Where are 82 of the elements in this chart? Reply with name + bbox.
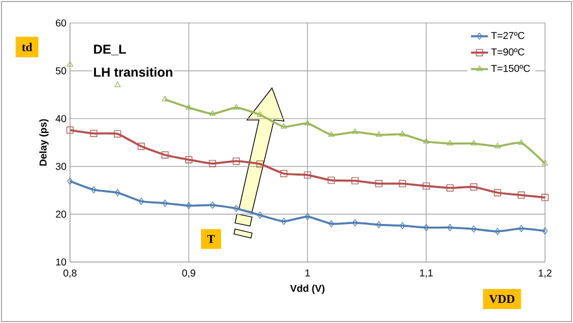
point — [328, 220, 334, 228]
point — [91, 186, 97, 194]
point — [352, 128, 358, 134]
point — [234, 204, 240, 212]
legend-label: T=150ºC — [491, 64, 530, 72]
point — [210, 202, 216, 209]
y-tick-label: 30 — [56, 162, 66, 170]
point — [186, 202, 192, 210]
text: td — [22, 42, 32, 52]
point — [162, 96, 168, 102]
point — [351, 177, 359, 184]
point — [423, 138, 430, 144]
point — [66, 126, 74, 134]
point — [208, 160, 216, 168]
x-axis-title: Vdd (V) — [290, 284, 324, 294]
point — [446, 184, 454, 192]
point — [280, 170, 288, 178]
point — [518, 139, 524, 145]
point — [376, 131, 382, 137]
point — [352, 219, 358, 226]
point — [162, 200, 168, 207]
point — [494, 189, 502, 196]
point — [114, 189, 120, 196]
point — [494, 142, 501, 148]
legend-label: T=27ºC — [491, 32, 524, 40]
annotation: LH transition — [94, 67, 172, 77]
point — [328, 176, 335, 184]
point — [399, 130, 406, 136]
point — [280, 123, 287, 129]
point — [304, 120, 311, 126]
point — [471, 225, 477, 233]
point — [67, 178, 73, 185]
point — [257, 212, 263, 219]
annotation: DE_L — [94, 44, 126, 56]
y-tick-label: 10 — [56, 258, 66, 266]
point — [209, 110, 216, 116]
point — [281, 218, 287, 225]
y-tick-label: 50 — [56, 67, 66, 74]
y-axis-title: Delay (ps) — [39, 119, 49, 166]
point — [304, 171, 312, 179]
text: VDD — [489, 294, 514, 304]
x-tick-label: 1,2 — [538, 270, 552, 278]
point — [376, 221, 382, 228]
point — [90, 130, 98, 137]
point — [185, 156, 192, 164]
point — [398, 180, 406, 188]
y-tick-label: 60 — [56, 19, 66, 27]
point — [518, 224, 524, 232]
point — [114, 130, 122, 138]
legend-label: T=90ºC — [491, 48, 524, 56]
point — [186, 104, 192, 110]
point — [138, 142, 145, 150]
point — [470, 140, 477, 146]
point — [470, 183, 478, 191]
point — [400, 222, 406, 230]
point — [304, 213, 310, 220]
point — [328, 131, 334, 137]
point — [541, 194, 549, 202]
annotation: T — [207, 235, 215, 243]
y-tick-label: 20 — [56, 210, 66, 218]
point — [518, 192, 525, 199]
x-tick-label: 1 — [306, 270, 310, 276]
point — [447, 224, 453, 232]
point — [233, 104, 240, 110]
point — [256, 160, 264, 168]
x-tick-label: 1,1 — [420, 270, 433, 278]
x-tick-label: 0,9 — [182, 270, 196, 278]
point — [114, 82, 121, 88]
point — [232, 158, 240, 165]
point — [375, 180, 382, 188]
x-tick-label: 0,8 — [63, 270, 76, 278]
point — [256, 111, 264, 117]
point — [66, 61, 74, 67]
point — [424, 224, 430, 232]
point — [542, 160, 548, 166]
point — [542, 227, 548, 234]
point — [422, 182, 430, 190]
point — [161, 151, 169, 158]
y-tick-label: 40 — [56, 115, 66, 122]
point — [446, 140, 454, 146]
point — [138, 198, 144, 205]
point — [494, 228, 500, 235]
